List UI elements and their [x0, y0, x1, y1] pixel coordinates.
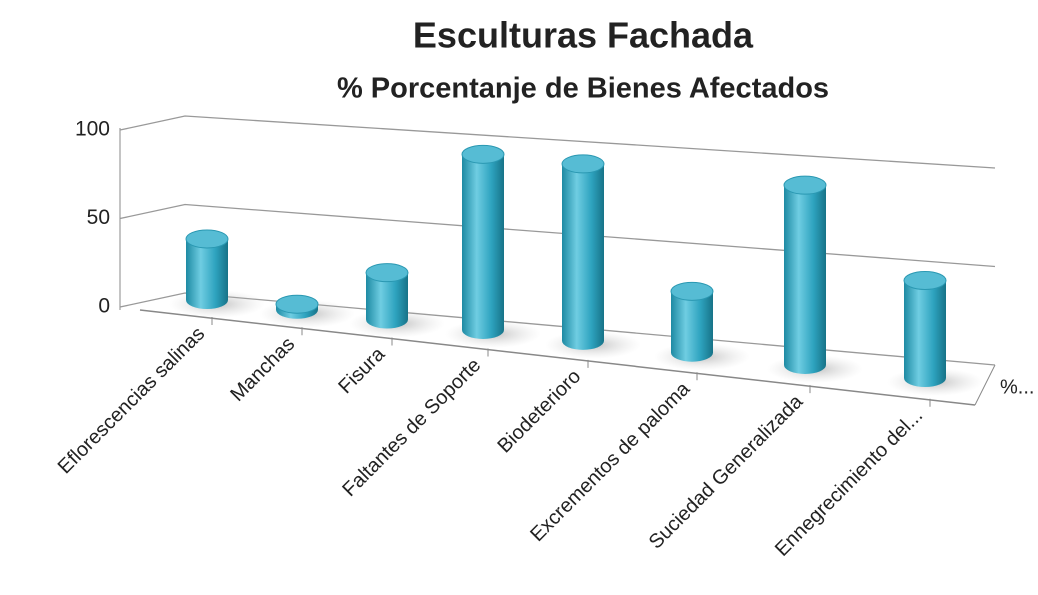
x-tick-label: Biodeterioro [493, 366, 585, 458]
x-tick-label: Fisura [334, 343, 389, 398]
grid-line [119, 203, 996, 268]
series-label: %... [1000, 376, 1034, 398]
floor-side [974, 364, 996, 406]
chart-subtitle: % Porcentanje de Bienes Afectados [337, 73, 829, 105]
chart-title: Esculturas Fachada [413, 15, 754, 56]
floor-edge [139, 309, 976, 406]
bar [670, 281, 714, 362]
bar [275, 294, 319, 319]
y-tick-label: 50 [87, 206, 110, 229]
bar [783, 175, 827, 374]
y-tick-label: 0 [98, 295, 110, 318]
bar [461, 144, 505, 339]
bar [365, 263, 409, 329]
bar [561, 154, 605, 350]
bar [903, 271, 947, 387]
grid-line [119, 292, 996, 366]
x-tick-label: Eflorescencias salinas [54, 323, 209, 478]
x-tick-label: Ennegrecimiento del... [771, 404, 927, 560]
bar [185, 229, 229, 309]
x-tick-label: Manchas [226, 333, 299, 406]
grid-line [119, 115, 996, 169]
y-tick-label: 100 [75, 118, 110, 141]
